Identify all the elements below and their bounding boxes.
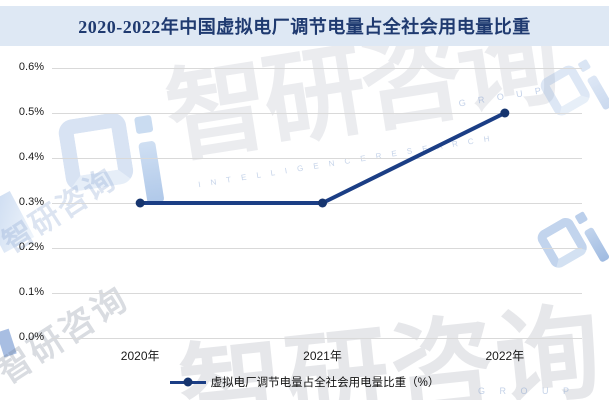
gridline <box>52 113 582 114</box>
chart-title-banner: 2020-2022年中国虚拟电厂调节电量占全社会用电量比重 <box>0 6 609 46</box>
x-axis-tick-label: 2021年 <box>303 349 342 363</box>
y-axis-tick-label: 0.1% <box>18 286 44 298</box>
legend-line-marker <box>169 377 206 387</box>
x-axis-tick-label: 2022年 <box>485 349 525 363</box>
y-axis-tick-label: 0.6% <box>18 61 44 73</box>
gridline <box>52 338 582 339</box>
legend: 虚拟电厂调节电量占全社会用电量比重（%） <box>0 373 609 391</box>
gridline <box>52 68 582 69</box>
legend-label: 虚拟电厂调节电量占全社会用电量比重（%） <box>210 377 440 389</box>
y-axis-tick-label: 0.3% <box>18 196 44 208</box>
y-axis-tick-label: 0.0% <box>18 331 44 343</box>
y-axis-tick-label: 0.4% <box>18 151 44 163</box>
data-point-marker <box>318 198 327 208</box>
gridline <box>52 293 582 294</box>
legend-dot-icon <box>183 377 193 387</box>
gridline <box>52 158 582 159</box>
y-axis-tick-label: 0.5% <box>18 106 44 118</box>
data-line <box>138 111 507 205</box>
data-point-marker <box>500 108 510 118</box>
data-point-marker <box>135 198 145 208</box>
chart-title: 2020-2022年中国虚拟电厂调节电量占全社会用电量比重 <box>78 17 531 37</box>
y-axis-tick-label: 0.2% <box>18 241 44 253</box>
x-axis-tick-label: 2020年 <box>120 349 160 363</box>
gridline <box>52 248 582 249</box>
